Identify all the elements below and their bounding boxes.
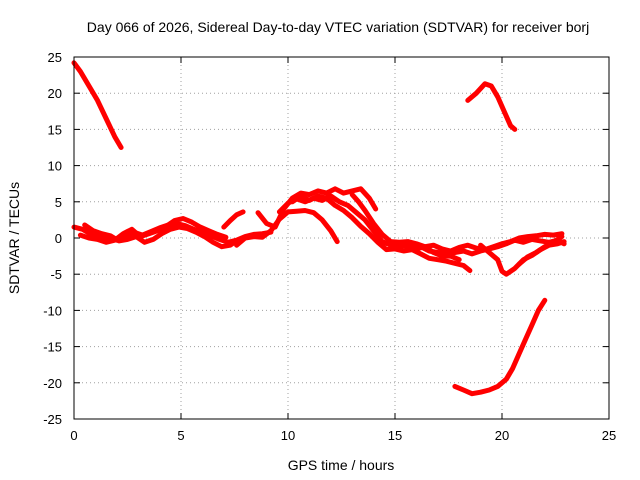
x-tick-label: 10 (281, 428, 295, 443)
tick-label-layer: 0 5 10 15 20 25 -25 -20 -15 -10 -5 0 5 10 15 20 25 (43, 50, 616, 443)
y-tick-label: 5 (55, 195, 62, 210)
series-layer (71, 60, 567, 397)
y-tick-label: 25 (48, 50, 62, 65)
x-axis-title: GPS time / hours (288, 457, 395, 473)
series-line-s6 (234, 208, 340, 248)
series-line-s9 (289, 193, 473, 274)
y-axis-title: SDTVAR / TECUs (6, 182, 22, 294)
y-tick-label: 20 (48, 86, 62, 101)
x-tick-label: 0 (70, 428, 77, 443)
y-tick-label: 15 (48, 122, 62, 137)
series-line-s10 (349, 192, 565, 254)
series-line-s7 (255, 186, 379, 230)
y-tick-label: 10 (48, 159, 62, 174)
y-tick-label: -5 (50, 267, 62, 282)
x-tick-label: 5 (177, 428, 184, 443)
grid-layer (74, 57, 609, 419)
series-line-s1 (71, 60, 124, 150)
x-tick-label: 25 (602, 428, 616, 443)
series-line-s3 (77, 216, 229, 245)
series-line-s11 (392, 236, 567, 257)
series-line-s5 (221, 209, 246, 230)
y-tick-label: -10 (43, 303, 62, 318)
chart-title: Day 066 of 2026, Sidereal Day-to-day VTE… (87, 19, 589, 35)
series-line-s15 (452, 297, 548, 397)
y-tick-label: -25 (43, 412, 62, 427)
y-tick-label: -15 (43, 340, 62, 355)
y-tick-label: -20 (43, 376, 62, 391)
series-line-s14 (465, 81, 518, 132)
x-tick-label: 15 (388, 428, 402, 443)
series-line-s13 (516, 234, 565, 267)
x-tick-label: 20 (495, 428, 509, 443)
series-line-s4 (82, 222, 242, 250)
y-tick-label: 0 (55, 231, 62, 246)
tick-layer (73, 56, 610, 420)
